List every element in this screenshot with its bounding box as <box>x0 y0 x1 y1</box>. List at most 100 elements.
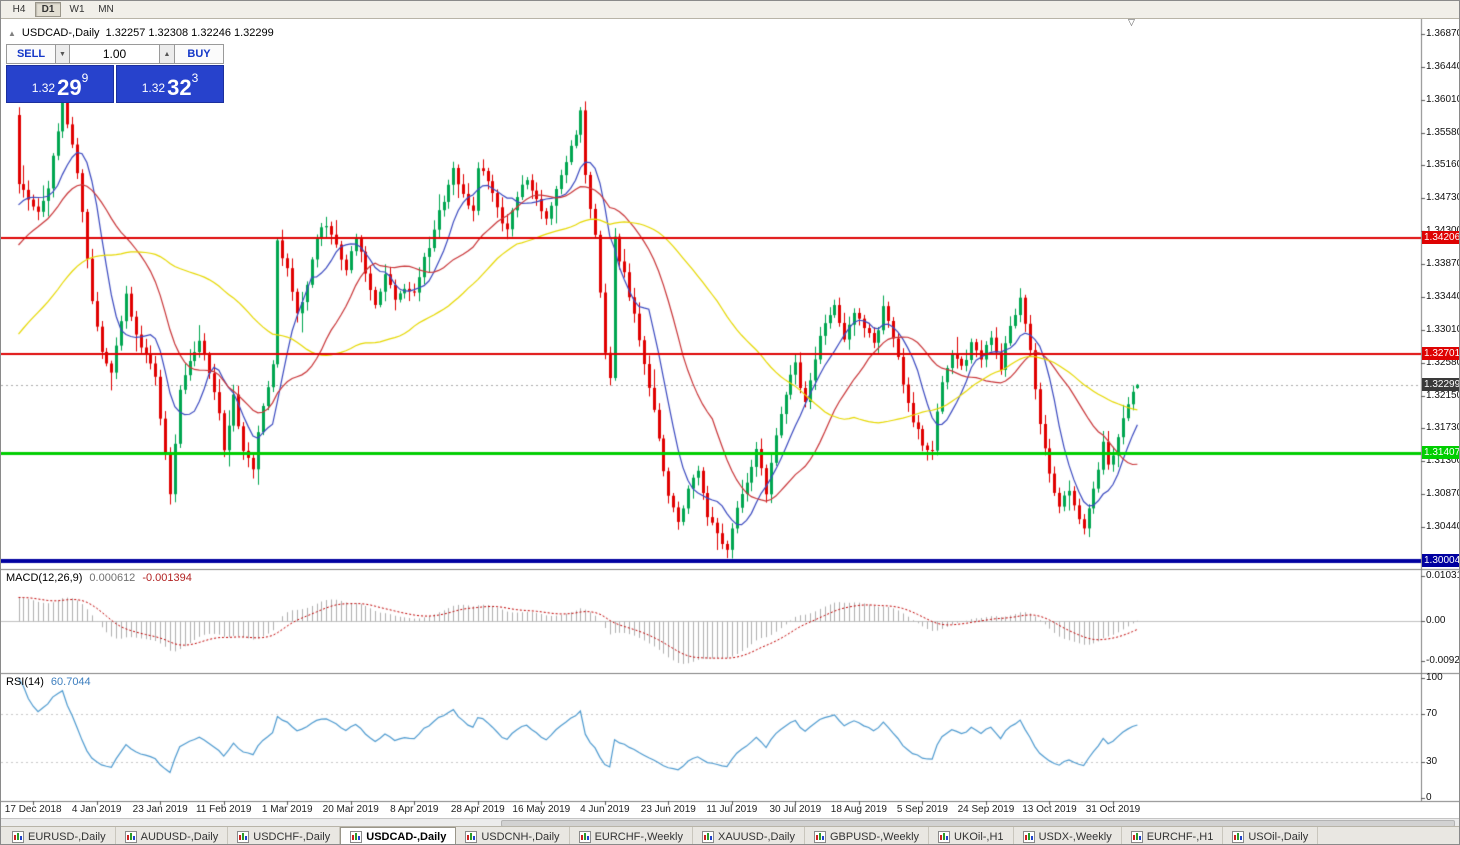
level-price-badge: 1.31407 <box>1422 446 1460 460</box>
chart-tab-icon <box>701 830 714 843</box>
tab-usdcad-daily[interactable]: USDCAD-,Daily <box>340 827 457 844</box>
price-axis-tick: 1.34730 <box>1426 192 1460 204</box>
tab-label: EURCHF-,Weekly <box>594 830 683 843</box>
tab-label: AUDUSD-,Daily <box>140 830 219 843</box>
date-axis-label: 28 Apr 2019 <box>450 804 505 815</box>
tab-usoil-daily[interactable]: USOil-,Daily <box>1223 827 1319 844</box>
price-axis-tick: 1.33440 <box>1426 291 1460 303</box>
rsi-axis-tick: 70 <box>1426 708 1438 719</box>
timeframe-w1-button[interactable]: W1 <box>64 2 90 17</box>
rsi-axis-tick: 100 <box>1426 672 1443 683</box>
rsi-indicator-label: RSI(14) 60.7044 <box>6 676 91 688</box>
sell-price-pips: 29 <box>57 75 82 100</box>
tab-eurchf-h1[interactable]: EURCHF-,H1 <box>1122 827 1224 844</box>
macd-indicator-label: MACD(12,26,9) 0.000612 -0.001394 <box>6 572 192 584</box>
tab-eurusd-daily[interactable]: EURUSD-,Daily <box>3 827 116 844</box>
date-axis-label: 13 Oct 2019 <box>1022 804 1077 815</box>
tab-usdchf-daily[interactable]: USDCHF-,Daily <box>228 827 341 844</box>
sell-button[interactable]: SELL <box>6 44 56 64</box>
tab-label: USDCAD-,Daily <box>366 831 447 843</box>
tab-label: USDCNH-,Daily <box>481 830 560 843</box>
rsi-axis-tick: 0 <box>1426 792 1432 803</box>
tab-label: USDX-,Weekly <box>1038 830 1112 843</box>
date-axis-label: 8 Apr 2019 <box>390 804 439 815</box>
price-chart-canvas[interactable] <box>1 19 1459 818</box>
level-price-badge: 1.30004 <box>1422 553 1460 567</box>
price-axis-tick: 1.35160 <box>1426 159 1460 171</box>
level-price-badge: 1.32701 <box>1422 346 1460 360</box>
price-axis-tick: 1.33010 <box>1426 324 1460 336</box>
date-axis-label: 11 Jul 2019 <box>706 804 758 815</box>
sell-price-button[interactable]: 1.32 29 9 <box>6 65 114 103</box>
date-axis-label: 17 Dec 2018 <box>4 804 62 815</box>
macd-main-value: 0.000612 <box>89 572 136 584</box>
price-axis-tick: 1.30440 <box>1426 521 1460 533</box>
chart-ohlc-values: 1.32257 1.32308 1.32246 1.32299 <box>105 27 274 39</box>
tab-label: EURCHF-,H1 <box>1146 830 1214 843</box>
date-axis-label: 24 Sep 2019 <box>957 804 1015 815</box>
tab-label: GBPUSD-,Weekly <box>830 830 920 843</box>
chart-tab-icon <box>124 830 137 843</box>
chart-window: ▽ ▲ USDCAD-,Daily 1.32257 1.32308 1.3224… <box>1 17 1460 818</box>
timeframe-d1-button[interactable]: D1 <box>35 2 61 17</box>
chart-tab-icon <box>938 830 951 843</box>
tab-label: USOil-,Daily <box>1248 830 1309 843</box>
timeframe-mn-button[interactable]: MN <box>93 2 119 17</box>
chart-tab-icon <box>465 830 478 843</box>
macd-signal-value: -0.001394 <box>142 572 192 584</box>
buy-price-pips: 32 <box>167 75 192 100</box>
chart-tab-icon <box>237 830 250 843</box>
tab-gbpusd-weekly[interactable]: GBPUSD-,Weekly <box>805 827 930 844</box>
chart-tab-bar: EURUSD-,Daily AUDUSD-,Daily USDCHF-,Daily U… <box>1 826 1459 844</box>
buy-price-point: 3 <box>191 71 199 85</box>
date-axis-label: 30 Jul 2019 <box>769 804 822 815</box>
date-axis-label: 23 Jun 2019 <box>640 804 696 815</box>
tab-usdcnh-daily[interactable]: USDCNH-,Daily <box>456 827 570 844</box>
tab-xauusd-daily[interactable]: XAUUSD-,Daily <box>693 827 805 844</box>
buy-button[interactable]: BUY <box>174 44 224 64</box>
date-axis-label: 23 Jan 2019 <box>132 804 188 815</box>
chart-shift-marker-icon[interactable]: ▽ <box>1128 17 1135 27</box>
bid-price-badge: 1.32299 <box>1422 377 1460 391</box>
timeframe-h4-button[interactable]: H4 <box>6 2 32 17</box>
tab-ukoil-h1[interactable]: UKOil-,H1 <box>929 827 1014 844</box>
chart-tab-icon <box>12 830 24 843</box>
sell-price-base: 1.32 <box>31 81 56 95</box>
price-axis-tick: 1.36010 <box>1426 94 1460 105</box>
collapse-panel-icon[interactable]: ▲ <box>8 28 16 38</box>
price-axis-tick: 1.35580 <box>1426 127 1460 138</box>
chart-tab-icon <box>1232 830 1245 843</box>
volume-increase-button[interactable]: ▲ <box>160 44 174 64</box>
chart-title-overlay: ▲ USDCAD-,Daily 1.32257 1.32308 1.32246 … <box>8 27 274 39</box>
price-axis-tick: 1.31300 <box>1426 455 1460 467</box>
sell-price-point: 9 <box>81 71 89 85</box>
chart-symbol-label: USDCAD-,Daily <box>21 27 100 39</box>
date-axis-label: 4 Jun 2019 <box>580 804 630 815</box>
date-axis-label: 4 Jan 2019 <box>71 804 122 815</box>
price-axis-tick: 1.31730 <box>1426 422 1460 434</box>
tab-label: EURUSD-,Daily <box>28 830 106 843</box>
date-axis-label: 5 Sep 2019 <box>896 804 948 815</box>
price-axis-tick: 1.33870 <box>1426 258 1460 270</box>
rsi-value: 60.7044 <box>50 676 91 688</box>
tab-audusd-daily[interactable]: AUDUSD-,Daily <box>116 827 229 844</box>
rsi-axis-tick: 30 <box>1426 756 1438 767</box>
volume-decrease-button[interactable]: ▼ <box>56 44 70 64</box>
chart-tab-icon <box>1130 830 1143 843</box>
date-axis-label: 20 Mar 2019 <box>322 804 379 815</box>
chart-tab-icon <box>578 830 591 843</box>
chart-tab-icon <box>350 831 363 843</box>
date-axis-label: 11 Feb 2019 <box>195 804 252 815</box>
volume-input[interactable] <box>70 44 160 64</box>
tab-eurchf-weekly[interactable]: EURCHF-,Weekly <box>570 827 693 844</box>
level-price-badge: 1.34206 <box>1422 231 1460 245</box>
horizontal-scrollbar[interactable] <box>1 818 1459 827</box>
rsi-name: RSI(14) <box>6 676 44 688</box>
buy-price-button[interactable]: 1.32 32 3 <box>116 65 224 103</box>
one-click-trading-widget: SELL ▼ ▲ BUY 1.32 29 9 1.32 32 3 <box>6 44 224 103</box>
tab-usdx-weekly[interactable]: USDX-,Weekly <box>1014 827 1122 844</box>
tab-label: XAUUSD-,Daily <box>717 830 795 843</box>
tab-label: UKOil-,H1 <box>954 830 1004 843</box>
date-axis-label: 31 Oct 2019 <box>1085 804 1141 815</box>
